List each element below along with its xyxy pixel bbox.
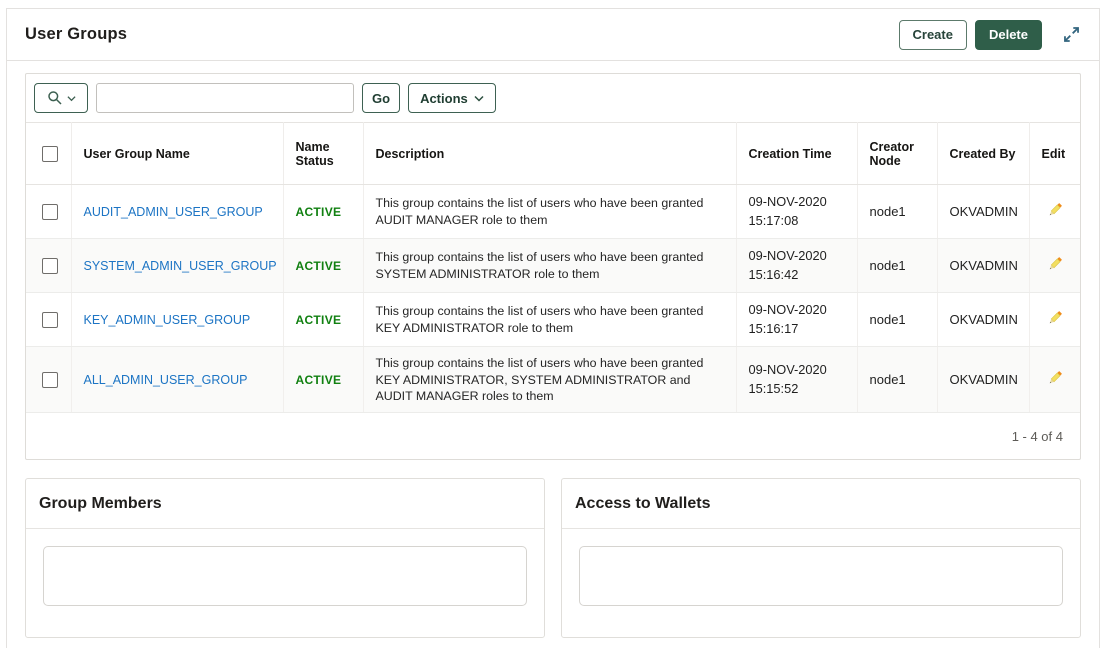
region-body: Go Actions bbox=[7, 61, 1099, 639]
report-toolbar: Go Actions bbox=[26, 74, 1080, 122]
description-text: This group contains the list of users wh… bbox=[375, 250, 704, 281]
description-text: This group contains the list of users wh… bbox=[375, 356, 704, 404]
table-row: ALL_ADMIN_USER_GROUP ACTIVE This group c… bbox=[26, 346, 1080, 414]
row-checkbox[interactable] bbox=[42, 312, 58, 329]
status-badge: ACTIVE bbox=[295, 259, 342, 274]
user-groups-region: User Groups Create Delete bbox=[6, 8, 1100, 648]
go-button[interactable]: Go bbox=[362, 83, 401, 113]
actions-menu-button[interactable]: Actions bbox=[408, 83, 496, 113]
description-text: This group contains the list of users wh… bbox=[375, 304, 704, 335]
chevron-down-icon bbox=[474, 95, 484, 102]
creator-node: node1 bbox=[857, 184, 938, 240]
pencil-icon[interactable] bbox=[1046, 369, 1064, 387]
chevron-down-icon bbox=[66, 95, 76, 102]
table-row: AUDIT_ADMIN_USER_GROUP ACTIVE This group… bbox=[26, 184, 1080, 240]
page-title: User Groups bbox=[25, 25, 128, 43]
search-dropdown-button[interactable] bbox=[34, 83, 88, 113]
pencil-icon[interactable] bbox=[1046, 255, 1064, 273]
pencil-icon[interactable] bbox=[1046, 201, 1064, 219]
created-by: OKVADMIN bbox=[937, 238, 1030, 294]
created-by: OKVADMIN bbox=[937, 292, 1030, 348]
create-button[interactable]: Create bbox=[898, 19, 967, 50]
creation-time: 09-NOV-2020 15:16:42 bbox=[748, 248, 827, 282]
group-members-panel: Group Members bbox=[25, 478, 545, 639]
report-footer: 1 - 4 of 4 bbox=[26, 413, 1080, 459]
search-icon bbox=[47, 90, 63, 106]
table-row: KEY_ADMIN_USER_GROUP ACTIVE This group c… bbox=[26, 292, 1080, 348]
creator-node: node1 bbox=[857, 292, 938, 348]
select-all-checkbox[interactable] bbox=[42, 145, 58, 162]
group-members-content-box bbox=[43, 546, 527, 607]
column-header-creation-time[interactable]: Creation Time bbox=[736, 122, 858, 185]
user-group-link[interactable]: ALL_ADMIN_USER_GROUP bbox=[83, 373, 248, 388]
header-actions: Create Delete bbox=[898, 19, 1082, 50]
pagination-label: 1 - 4 of 4 bbox=[1011, 428, 1063, 444]
table-row: SYSTEM_ADMIN_USER_GROUP ACTIVE This grou… bbox=[26, 238, 1080, 294]
column-header-creator-node[interactable]: Creator Node bbox=[857, 122, 938, 185]
creator-node: node1 bbox=[857, 346, 938, 414]
created-by: OKVADMIN bbox=[937, 184, 1030, 240]
access-to-wallets-content-box bbox=[579, 546, 1063, 607]
column-header-edit: Edit bbox=[1029, 122, 1080, 185]
table-header-row: User Group Name Name Status Description … bbox=[26, 122, 1080, 185]
pencil-icon[interactable] bbox=[1046, 309, 1064, 327]
column-header-description[interactable]: Description bbox=[363, 122, 737, 185]
creator-node: node1 bbox=[857, 238, 938, 294]
user-group-link[interactable]: AUDIT_ADMIN_USER_GROUP bbox=[83, 205, 263, 220]
column-header-name[interactable]: User Group Name bbox=[71, 122, 284, 185]
group-members-title: Group Members bbox=[26, 479, 544, 530]
status-badge: ACTIVE bbox=[295, 313, 342, 328]
actions-label: Actions bbox=[420, 90, 468, 106]
user-groups-table: User Group Name Name Status Description … bbox=[26, 122, 1080, 414]
status-badge: ACTIVE bbox=[295, 373, 342, 388]
row-checkbox[interactable] bbox=[42, 257, 58, 274]
created-by: OKVADMIN bbox=[937, 346, 1030, 414]
user-group-link[interactable]: SYSTEM_ADMIN_USER_GROUP bbox=[83, 259, 277, 274]
description-text: This group contains the list of users wh… bbox=[375, 196, 704, 227]
bottom-panels: Group Members Access to Wallets bbox=[25, 478, 1081, 639]
search-input[interactable] bbox=[96, 83, 354, 113]
access-to-wallets-title: Access to Wallets bbox=[562, 479, 1080, 530]
row-checkbox[interactable] bbox=[42, 372, 58, 389]
maximize-icon[interactable] bbox=[1062, 25, 1081, 44]
user-groups-report: Go Actions bbox=[25, 73, 1081, 461]
column-header-status[interactable]: Name Status bbox=[283, 122, 364, 185]
access-to-wallets-panel: Access to Wallets bbox=[561, 478, 1081, 639]
delete-button[interactable]: Delete bbox=[974, 19, 1042, 50]
row-checkbox[interactable] bbox=[42, 203, 58, 220]
column-header-created-by[interactable]: Created By bbox=[937, 122, 1030, 185]
region-header: User Groups Create Delete bbox=[7, 9, 1099, 61]
user-group-link[interactable]: KEY_ADMIN_USER_GROUP bbox=[83, 313, 251, 328]
creation-time: 09-NOV-2020 15:16:17 bbox=[748, 302, 827, 336]
status-badge: ACTIVE bbox=[295, 205, 342, 220]
creation-time: 09-NOV-2020 15:17:08 bbox=[748, 194, 827, 228]
creation-time: 09-NOV-2020 15:15:52 bbox=[748, 362, 827, 396]
